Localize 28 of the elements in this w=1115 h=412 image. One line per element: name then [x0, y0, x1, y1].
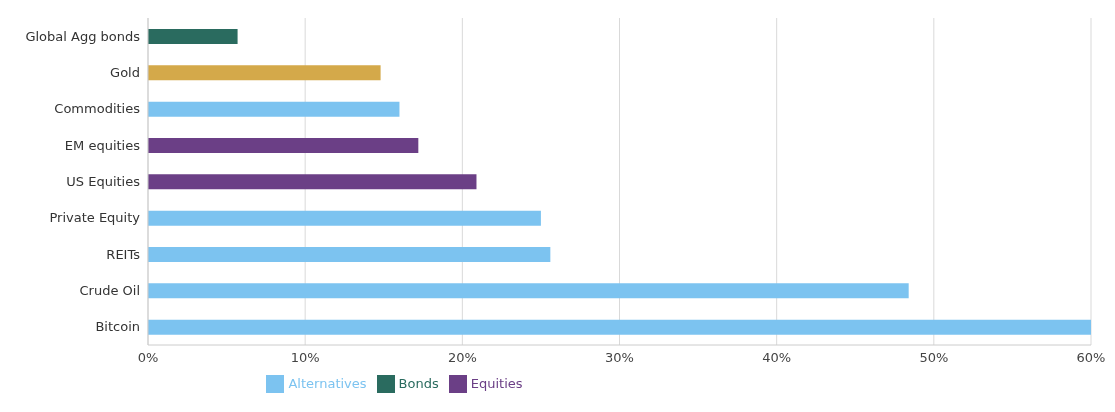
x-tick-label: 40%: [762, 350, 792, 366]
x-tick-label: 30%: [605, 350, 634, 366]
y-tick-label: Private Equity: [49, 210, 141, 226]
bar: [148, 210, 541, 226]
bar: [148, 319, 1091, 335]
bar: [148, 138, 419, 153]
legend-label: Equities: [470, 375, 523, 391]
legend-label: Alternatives: [288, 375, 367, 391]
bar: [148, 101, 400, 117]
y-tick-label: EM equities: [64, 137, 141, 153]
bar: [148, 283, 909, 299]
y-tick-label: Global Agg bonds: [25, 28, 141, 44]
y-tick-label: Commodities: [54, 101, 141, 117]
bar: [148, 65, 381, 81]
x-tick-label: 20%: [447, 350, 477, 366]
bar: [148, 29, 238, 44]
bar: [148, 174, 477, 190]
y-tick-label: REITs: [106, 246, 141, 262]
x-tick-label: 10%: [290, 350, 320, 366]
x-tick-label: 60%: [1076, 350, 1106, 366]
y-tick-label: Gold: [110, 65, 140, 81]
y-tick-label: Crude Oil: [79, 283, 140, 299]
y-tick-label: US Equities: [66, 174, 141, 190]
legend-label: Bonds: [398, 375, 439, 391]
x-tick-label: 0%: [137, 350, 159, 366]
bar: [148, 247, 551, 262]
x-tick-label: 50%: [919, 350, 949, 366]
y-tick-label: Bitcoin: [95, 319, 140, 335]
